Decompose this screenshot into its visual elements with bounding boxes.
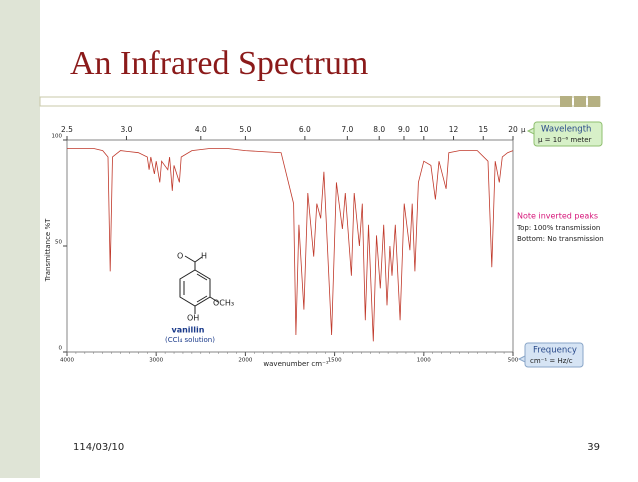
- x-tick-label: 3000: [149, 358, 163, 364]
- side-strip: [0, 0, 40, 478]
- top-tick-label: 7.0: [341, 125, 353, 134]
- top-tick-label: 12: [449, 125, 459, 134]
- spectrum-line: [67, 148, 514, 342]
- top-tick-label: 15: [478, 125, 488, 134]
- top-tick-label: 8.0: [373, 125, 385, 134]
- y-axis-label: Transmittance %T: [44, 218, 52, 283]
- deco-block: [560, 96, 572, 107]
- y-tick-label: 100: [52, 134, 63, 140]
- top-tick-label: 9.0: [398, 125, 410, 134]
- x-tick-label: 4000: [60, 358, 74, 364]
- deco-block: [574, 96, 586, 107]
- annotation: μ = 10⁻⁶ meter: [538, 136, 592, 144]
- molecule-name: vanillin: [172, 326, 205, 335]
- top-tick-label: 3.0: [120, 125, 132, 134]
- y-tick-label: 50: [55, 240, 62, 246]
- slide-title: An Infrared Spectrum: [70, 45, 368, 82]
- annotation: Top: 100% transmission: [516, 224, 600, 232]
- annotation: Bottom: No transmission: [517, 235, 604, 243]
- atom-label: OCH₃: [213, 299, 234, 308]
- x-tick-label: 1500: [328, 358, 342, 364]
- annotation: Frequency: [533, 346, 577, 356]
- footer-date: 114/03/10: [73, 442, 124, 453]
- top-tick-label: 20: [508, 125, 518, 134]
- callout-pointer: [526, 127, 535, 135]
- molecule-solvent: (CCl₄ solution): [165, 336, 215, 344]
- frequency-box: [524, 342, 584, 368]
- molecule: [179, 255, 219, 314]
- x-tick-label: 1000: [417, 358, 431, 364]
- atom-label: O: [177, 252, 183, 261]
- x-tick-label: 500: [508, 358, 519, 364]
- top-tick-label: 4.0: [195, 125, 207, 134]
- footer-page: 39: [587, 442, 600, 453]
- title-rule: [39, 96, 601, 107]
- top-axis-unit: μ: [521, 126, 526, 134]
- top-tick-label: 5.0: [239, 125, 251, 134]
- atom-label: OH: [187, 314, 199, 323]
- annotation: Wavelength: [541, 125, 591, 135]
- plot-frame: [66, 139, 514, 353]
- atom-label: H: [201, 252, 207, 261]
- top-tick-label: 10: [419, 125, 429, 134]
- deco-block: [588, 96, 600, 107]
- top-tick-label: 2.5: [61, 125, 73, 134]
- x-axis-label: wavenumber cm⁻¹: [263, 360, 328, 368]
- annotation: Note inverted peaks: [517, 212, 598, 221]
- callout-pointer: [517, 355, 526, 363]
- y-tick-label: 0: [59, 346, 63, 352]
- annotation: cm⁻¹ = Hz/c: [530, 357, 573, 365]
- x-tick-label: 2000: [238, 358, 252, 364]
- top-tick-label: 6.0: [299, 125, 311, 134]
